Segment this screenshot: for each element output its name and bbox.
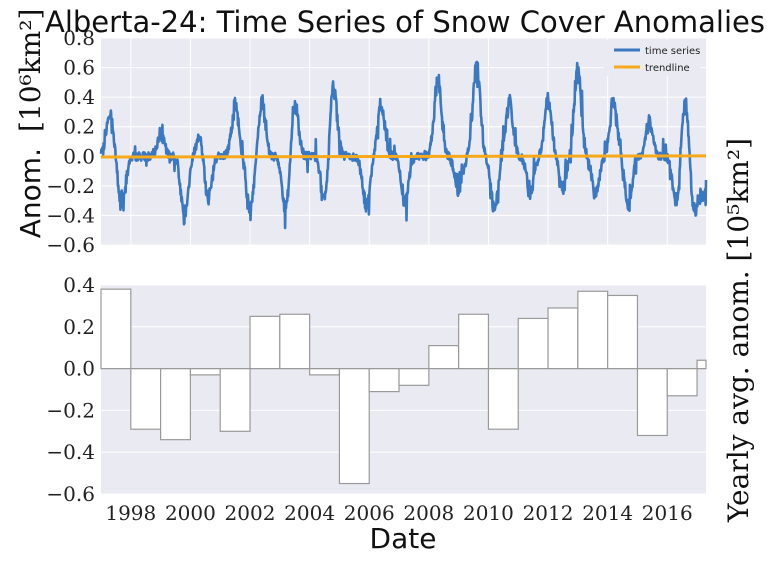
x-tick-label: 1998 <box>105 501 156 525</box>
top-y-tick-label: −0.6 <box>46 233 95 257</box>
bar-2017 <box>696 359 707 370</box>
bar-1997 <box>100 288 132 370</box>
series-line-trendline <box>100 154 707 159</box>
top-y-ticks: 0.8 0.6 0.4 0.2 0.0 −0.2 −0.4 −0.6 <box>46 26 95 257</box>
bar-2011 <box>517 317 549 370</box>
bar-1999 <box>160 368 192 441</box>
x-tick-label: 2014 <box>582 501 633 525</box>
x-tick-label: 2010 <box>463 501 514 525</box>
bottom-y-tick-label: −0.4 <box>46 440 95 464</box>
bottom-y-tick-label: 0.0 <box>63 357 95 381</box>
bottom-y-tick-label: −0.2 <box>46 398 95 422</box>
bar-2015 <box>636 368 668 437</box>
top-y-label-text: Anom. <box>14 148 47 238</box>
legend-box <box>604 40 700 76</box>
x-axis-label: Date <box>370 522 437 555</box>
legend-label-trendline: trendline <box>645 63 690 74</box>
x-tick-label: 2008 <box>403 501 454 525</box>
top-y-tick-label: −0.4 <box>46 203 95 227</box>
top-y-tick-label: 0.4 <box>63 85 95 109</box>
bar-2003 <box>279 313 311 370</box>
bar-2006 <box>368 368 400 393</box>
x-tick-label: 2016 <box>642 501 693 525</box>
right-y-label-text: Yearly avg. anom. [10⁵km²] <box>722 138 755 523</box>
top-y-label-unit: [10⁶km²] <box>14 9 47 132</box>
bar-2013 <box>577 290 609 370</box>
x-tick-label: 2002 <box>225 501 276 525</box>
top-y-axis-label: Anom. [10⁶km²] <box>14 9 47 239</box>
x-tick-label: 2006 <box>344 501 395 525</box>
bar-2016 <box>666 368 698 397</box>
bar-1998 <box>130 368 162 430</box>
bar-2008 <box>428 345 460 370</box>
top-series-layer <box>99 60 708 230</box>
bar-2014 <box>607 294 639 370</box>
bottom-bars <box>100 288 707 485</box>
top-y-tick-label: 0.6 <box>63 56 95 80</box>
bar-2007 <box>398 368 430 386</box>
bottom-y-tick-label: 0.4 <box>63 273 95 297</box>
chart-title: Alberta-24: Time Series of Snow Cover An… <box>45 5 765 39</box>
top-y-tick-label: 0.8 <box>63 26 95 50</box>
bar-2004 <box>309 368 341 376</box>
right-y-axis-label: Yearly avg. anom. [10⁵km²] <box>722 138 755 523</box>
top-y-tick-label: 0.0 <box>63 144 95 168</box>
bottom-y-tick-label: 0.2 <box>63 315 95 339</box>
top-y-tick-label: −0.2 <box>46 174 95 198</box>
bar-2001 <box>219 368 251 432</box>
bar-2009 <box>458 313 490 370</box>
legend: time series trendline <box>604 40 700 76</box>
bar-2002 <box>249 315 281 370</box>
bottom-panel: 0.4 0.2 0.0 −0.2 −0.4 −0.6 1998 2000 2002 2004 20… <box>46 138 755 555</box>
top-panel: 0.8 0.6 0.4 0.2 0.0 −0.2 −0.4 −0.6 Alberta-24: … <box>14 5 765 257</box>
series-line-time-series <box>99 60 708 230</box>
legend-label-time-series: time series <box>645 46 700 57</box>
bottom-y-ticks: 0.4 0.2 0.0 −0.2 −0.4 −0.6 <box>46 273 95 506</box>
bottom-y-tick-label: −0.6 <box>46 482 95 506</box>
bar-2012 <box>547 307 579 370</box>
x-tick-label: 2000 <box>165 501 216 525</box>
bottom-x-ticks: 1998 2000 2002 2004 2006 2008 2010 2012 2014 2016 <box>105 501 692 525</box>
x-tick-label: 2004 <box>284 501 335 525</box>
x-tick-label: 2012 <box>523 501 574 525</box>
top-y-tick-label: 0.2 <box>63 115 95 139</box>
bar-2010 <box>487 368 519 430</box>
bar-2000 <box>189 368 221 376</box>
bar-2005 <box>338 368 370 485</box>
